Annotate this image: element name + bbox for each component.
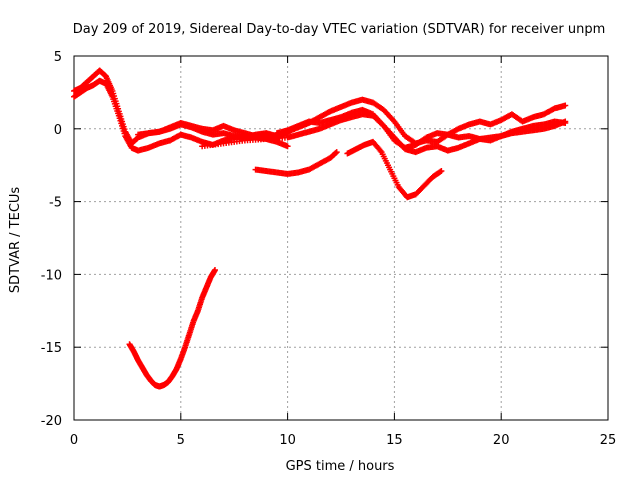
x-tick-label: 25 [600,433,617,448]
y-tick-label: 0 [54,123,62,138]
y-axis-label: SDTVAR / TECUs [8,187,23,294]
data-points [71,67,569,390]
y-tick-label: -20 [41,414,62,429]
y-tick-label: -5 [49,196,62,211]
x-axis-ticks: 0 5 10 15 20 25 [70,56,616,448]
x-tick-label: 5 [177,433,185,448]
x-tick-label: 10 [279,433,296,448]
grid-lines [74,56,608,420]
data-point [333,149,340,156]
data-point [284,143,291,150]
data-point [562,118,569,125]
series-track-5 [273,106,569,151]
x-tick-label: 20 [493,433,510,448]
x-axis-label: GPS time / hours [286,459,395,474]
y-tick-label: -10 [41,268,62,283]
series-track-3 [135,96,569,147]
y-axis-ticks: -20 -15 -10 -5 0 5 [41,50,608,429]
data-point [562,102,569,109]
series-track-6 [252,149,340,177]
y-tick-label: -15 [41,341,62,356]
series-track-8 [126,267,218,390]
x-tick-label: 15 [386,433,403,448]
series-track-7 [344,138,445,201]
plot-area-border [73,55,609,421]
x-tick-label: 0 [70,433,78,448]
data-point [438,168,445,175]
chart-title: Day 209 of 2019, Sidereal Day-to-day VTE… [73,22,606,37]
data-point [211,267,218,274]
y-tick-label: 5 [54,50,62,65]
